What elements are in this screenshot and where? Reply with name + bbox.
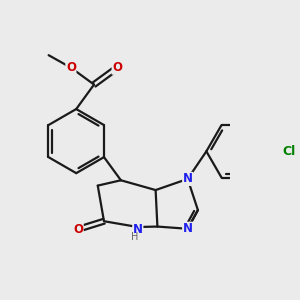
Text: O: O bbox=[73, 223, 83, 236]
Text: Cl: Cl bbox=[283, 145, 296, 158]
Text: H: H bbox=[130, 232, 138, 242]
Text: O: O bbox=[66, 61, 76, 74]
Text: O: O bbox=[112, 61, 122, 74]
Text: N: N bbox=[183, 222, 193, 235]
Text: N: N bbox=[133, 223, 143, 236]
Text: N: N bbox=[183, 172, 193, 185]
